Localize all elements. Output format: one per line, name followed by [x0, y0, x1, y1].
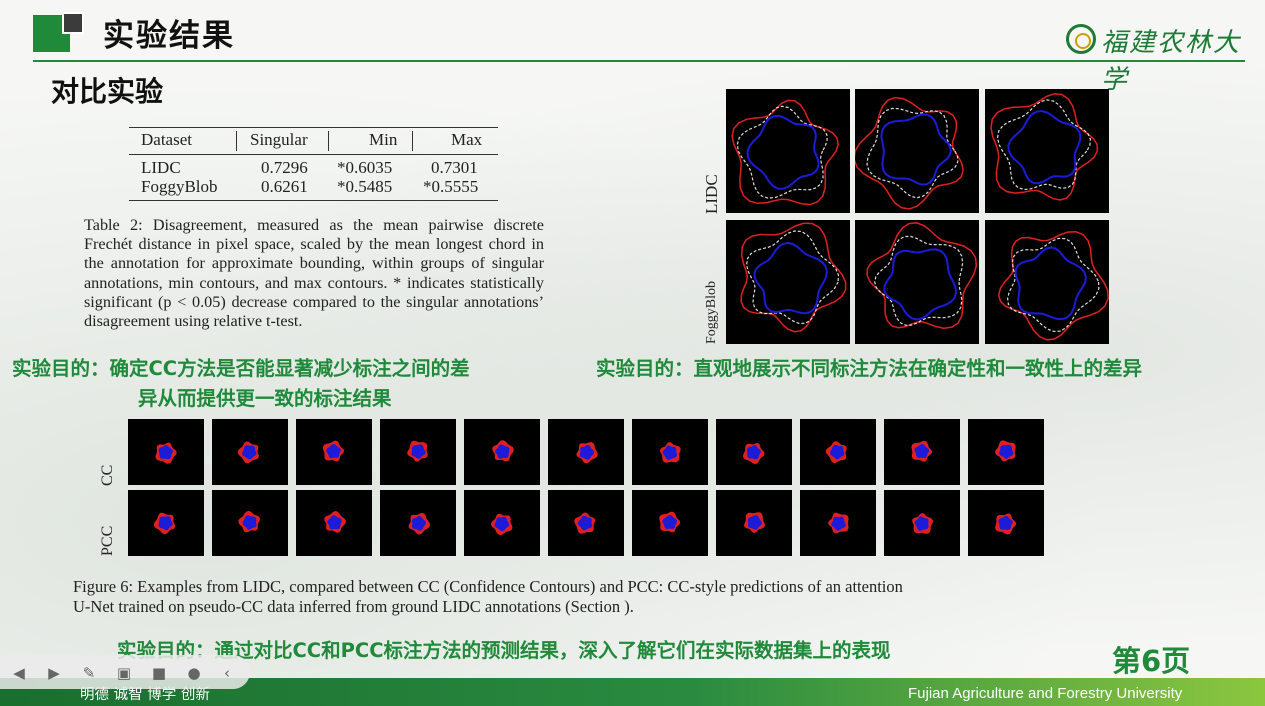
section-subtitle: 对比实验	[51, 75, 164, 108]
figure-caption-line: U-Net trained on pseudo-CC data inferred…	[73, 597, 634, 616]
figure-panel	[548, 490, 624, 556]
table-cell: 0.6261	[261, 177, 308, 196]
footer-motto: 明德 诚智 博学 创新	[80, 687, 210, 703]
figure-panel	[212, 419, 288, 485]
university-logo-text: 福建农林大学	[1101, 28, 1242, 95]
figure-row-label-foggyblob: FoggyBlob	[704, 280, 719, 344]
footer-university-name: Fujian Agriculture and Forestry Universi…	[908, 685, 1183, 702]
table-header-max: Max	[451, 130, 483, 149]
page-number: 第6页	[1112, 644, 1191, 678]
header-divider	[33, 60, 1245, 62]
page-title: 实验结果	[103, 18, 235, 54]
goal-text-left: 实验目的：确定CC方法是否能显著减少标注之间的差	[12, 357, 470, 380]
table-cell: *0.5555	[423, 177, 479, 196]
screen-icon[interactable]: ▣	[116, 664, 132, 682]
collapse-icon[interactable]: ‹	[224, 664, 230, 682]
goal-text-left-cont: 异从而提供更一致的标注结果	[138, 387, 392, 410]
figure-panel	[380, 490, 456, 556]
figure-panel	[212, 490, 288, 556]
university-seal-icon	[1066, 24, 1096, 54]
figure-panel	[548, 419, 624, 485]
figure-panel	[716, 419, 792, 485]
presentation-toolbar	[0, 655, 250, 689]
figure-panel	[726, 89, 850, 213]
video-icon[interactable]: ■	[151, 664, 167, 682]
figure-panel	[800, 419, 876, 485]
table-cell: *0.5485	[337, 177, 393, 196]
figure-panel	[726, 220, 850, 344]
figure-panel	[800, 490, 876, 556]
figure-panel	[464, 419, 540, 485]
figure-panel	[632, 490, 708, 556]
figure-row-label-lidc: LIDC	[702, 174, 721, 214]
figure-panel	[128, 490, 204, 556]
slide-logo-block	[33, 12, 84, 52]
table-cell: LIDC	[141, 158, 181, 177]
prev-icon[interactable]: ◀	[13, 664, 25, 682]
table-cell: 0.7296	[261, 158, 308, 177]
figure-panel	[985, 89, 1109, 213]
table-cell: *0.6035	[337, 158, 393, 177]
figure-panel	[968, 419, 1044, 485]
more-icon[interactable]: ●	[187, 664, 201, 682]
figure-row-label-cc: CC	[99, 464, 116, 486]
table-caption: Table 2: Disagreement, measured as the m…	[84, 216, 544, 331]
figure-panel	[632, 419, 708, 485]
next-icon[interactable]: ▶	[48, 664, 60, 682]
figure-panel	[464, 490, 540, 556]
figure-panel	[968, 490, 1044, 556]
disagreement-table: Dataset Singular Min Max LIDC 0.7296 *0.…	[129, 127, 498, 207]
figure-caption: Figure 6: Examples from LIDC, compared b…	[73, 577, 1083, 617]
pen-icon[interactable]: ✎	[82, 664, 96, 682]
figure-panel	[380, 419, 456, 485]
figure-panel	[716, 490, 792, 556]
figure-caption-line: Figure 6: Examples from LIDC, compared b…	[73, 577, 903, 596]
figure-panel	[296, 419, 372, 485]
table-header-dataset: Dataset	[141, 130, 192, 149]
figure-panel	[855, 220, 979, 344]
figure-panel	[296, 490, 372, 556]
figure-panel	[128, 419, 204, 485]
figure-panel	[985, 220, 1109, 344]
table-cell: 0.7301	[431, 158, 478, 177]
table-header-min: Min	[369, 130, 398, 149]
figure-row-label-pcc: PCC	[99, 525, 116, 556]
table-header-singular: Singular	[250, 130, 308, 149]
figure-panel	[853, 89, 979, 213]
figure-panel	[884, 419, 960, 485]
table-cell: FoggyBlob	[141, 177, 218, 196]
goal-text-bottom: 实验目的：通过对比CC和PCC标注方法的预测结果，深入了解它们在实际数据集上的表…	[117, 639, 891, 662]
goal-text-right: 实验目的：直观地展示不同标注方法在确定性和一致性上的差异	[596, 357, 1143, 380]
figure-panel	[884, 490, 960, 556]
